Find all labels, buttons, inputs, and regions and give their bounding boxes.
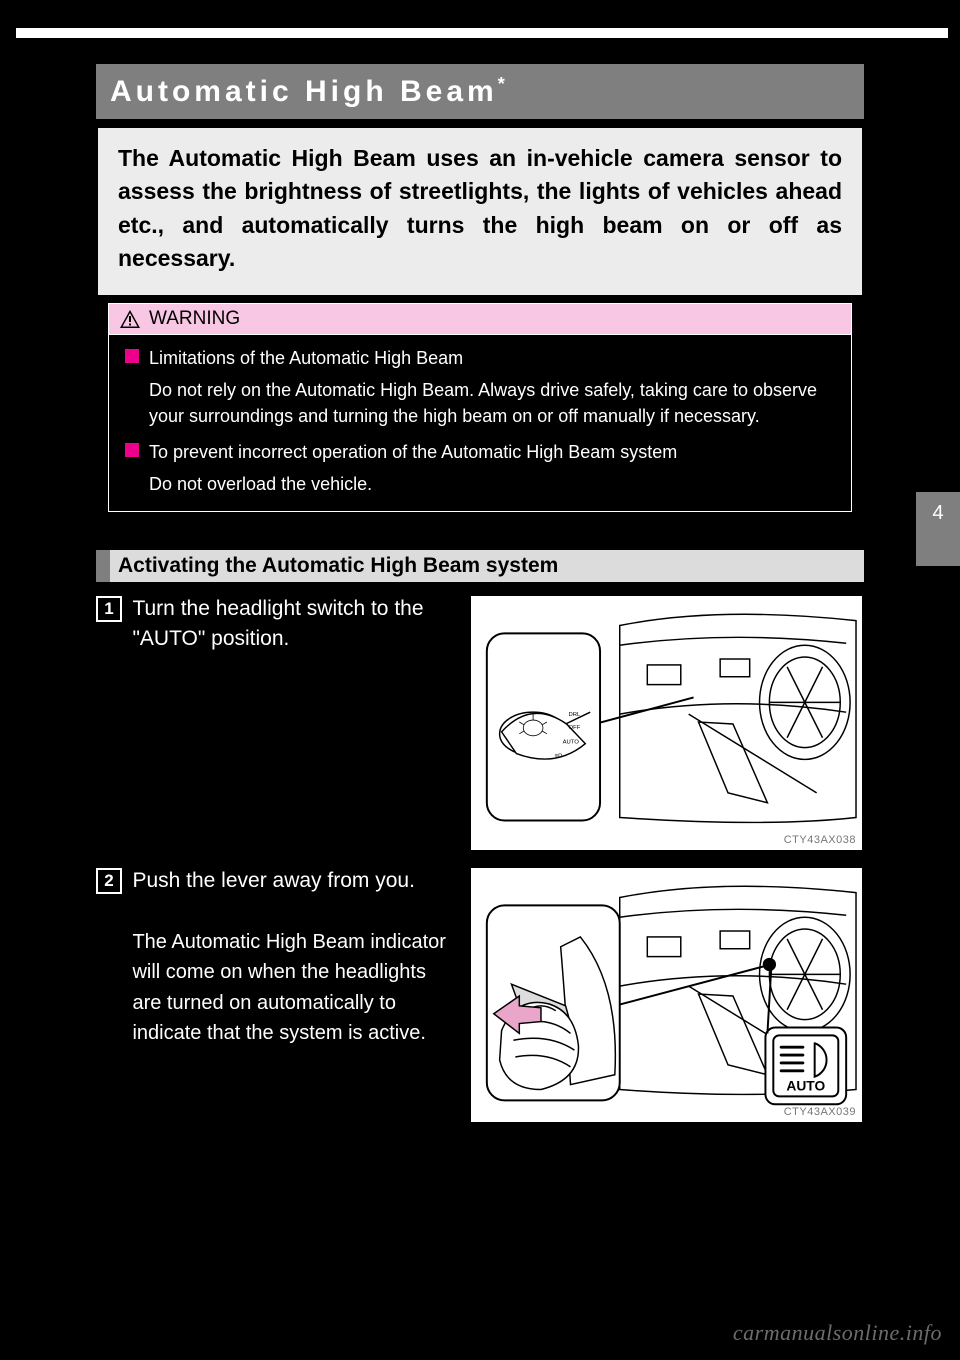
warning-item-body: Do not overload the vehicle.: [149, 471, 835, 497]
bullet-icon: [125, 443, 139, 457]
warning-header: WARNING: [109, 304, 851, 335]
step: 2 Push the lever away from you. The Auto…: [96, 866, 452, 1049]
section-title-wrap: Activating the Automatic High Beam syste…: [110, 550, 864, 582]
warning-item-title: To prevent incorrect operation of the Au…: [149, 439, 677, 465]
warning-item-body: Do not rely on the Automatic High Beam. …: [149, 377, 835, 429]
section-tab: [96, 550, 110, 582]
step-body: The Automatic High Beam indicator will c…: [132, 931, 446, 1044]
top-rule: [16, 28, 948, 38]
watermark: carmanualsonline.info: [733, 1320, 942, 1346]
figure-svg: AUTO: [471, 868, 862, 1122]
summary-text: The Automatic High Beam uses an in-vehic…: [118, 142, 842, 275]
warning-item-title: Limitations of the Automatic High Beam: [149, 345, 463, 371]
title-banner: Automatic High Beam*: [96, 64, 864, 119]
step-number: 1: [96, 596, 122, 622]
warning-label: WARNING: [149, 308, 240, 330]
section-title: Activating the Automatic High Beam syste…: [118, 554, 558, 578]
warning-item: Limitations of the Automatic High Beam: [125, 345, 835, 371]
step-text: Push the lever away from you. The Automa…: [132, 866, 452, 1049]
warning-item: To prevent incorrect operation of the Au…: [125, 439, 835, 465]
svg-text:AUTO: AUTO: [786, 1078, 825, 1093]
svg-text:AUTO: AUTO: [563, 740, 580, 746]
svg-text:OFF: OFF: [569, 725, 581, 731]
summary-box: The Automatic High Beam uses an in-vehic…: [96, 128, 864, 297]
title-asterisk: *: [498, 74, 505, 94]
title-text: Automatic High Beam: [110, 75, 498, 108]
page: Automatic High Beam* The Automatic High …: [0, 0, 960, 1360]
chapter-tab: 4: [916, 492, 960, 566]
warning-body: Limitations of the Automatic High Beam D…: [109, 335, 851, 511]
figure: DRL OFF AUTO ≡D CTY43AX038: [469, 594, 864, 852]
step: 1 Turn the headlight switch to the "AUTO…: [96, 594, 452, 655]
step-number: 2: [96, 868, 122, 894]
figure-id: CTY43AX038: [784, 834, 856, 846]
chapter-number: 4: [932, 502, 943, 525]
svg-text:DRL: DRL: [569, 712, 582, 718]
svg-text:≡D: ≡D: [555, 753, 563, 759]
section-heading: Activating the Automatic High Beam syste…: [96, 550, 864, 582]
step-title: Push the lever away from you.: [132, 869, 414, 892]
page-title: Automatic High Beam*: [110, 74, 850, 109]
figure-id: CTY43AX039: [784, 1106, 856, 1118]
warning-icon: [119, 309, 141, 329]
warning-box: WARNING Limitations of the Automatic Hig…: [108, 303, 852, 512]
bullet-icon: [125, 349, 139, 363]
figure: AUTO CTY43AX039: [469, 866, 864, 1124]
figure-svg: DRL OFF AUTO ≡D: [471, 596, 862, 850]
step-text: Turn the headlight switch to the "AUTO" …: [132, 594, 452, 655]
